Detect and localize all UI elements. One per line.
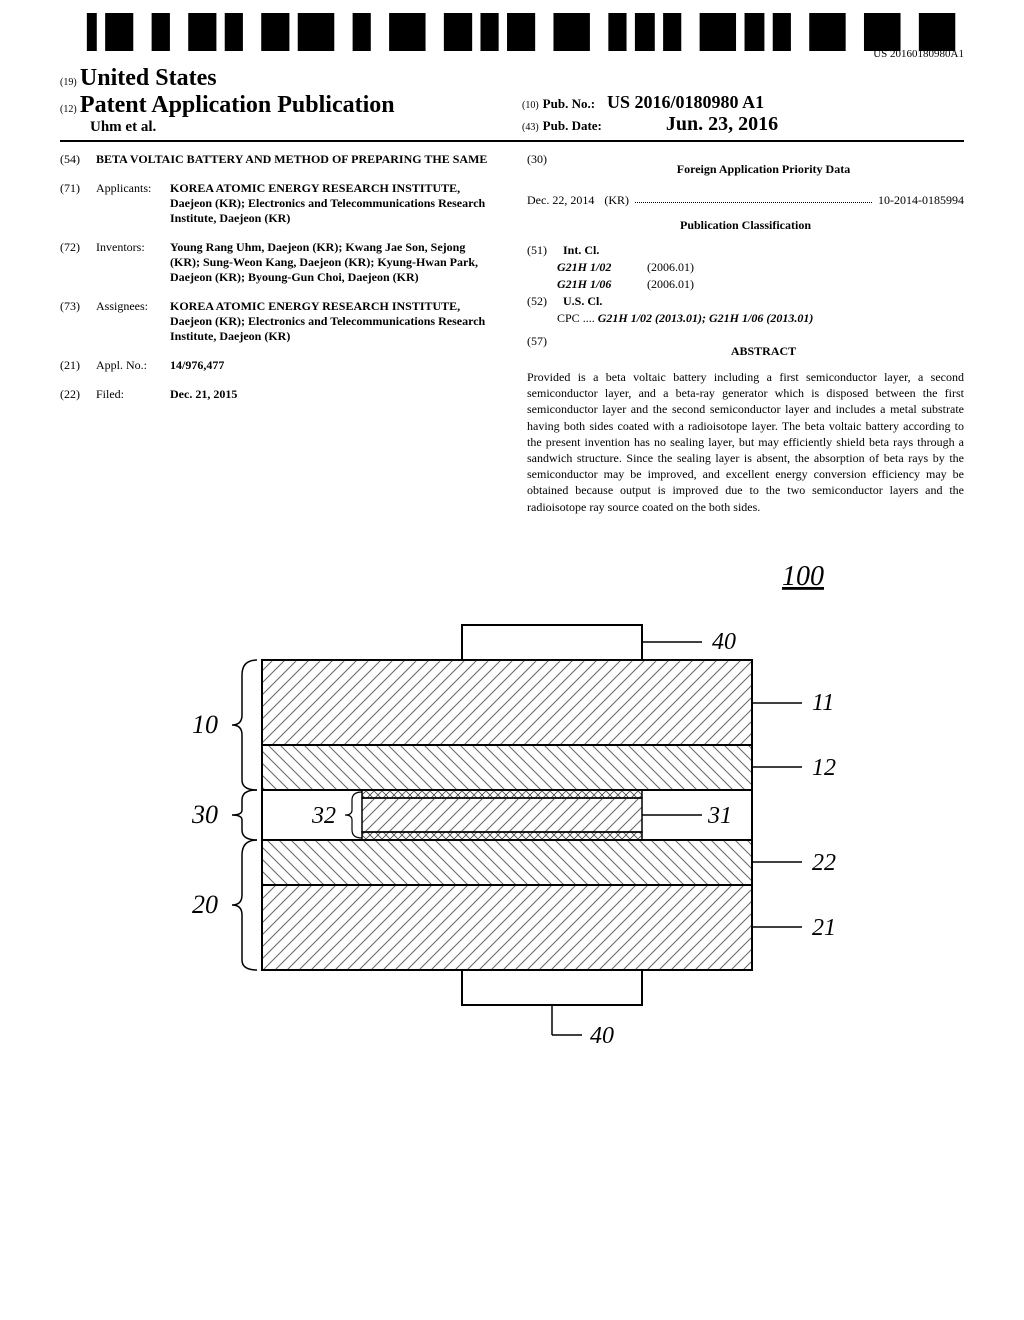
invention-title: BETA VOLTAIC BATTERY AND METHOD OF PREPA…: [96, 152, 497, 167]
priority-num: 10-2014-0185994: [878, 193, 964, 208]
pub-date-label: Pub. Date:: [543, 118, 602, 133]
ref-20: 20: [192, 890, 218, 919]
author-line: Uhm et al.: [60, 119, 502, 136]
appl-code: (21): [60, 358, 96, 373]
int-class-2: G21H 1/06: [527, 277, 647, 292]
filed-code: (22): [60, 387, 96, 402]
cpc-dots: ....: [583, 311, 598, 325]
appl-label: Appl. No.:: [96, 358, 170, 373]
pub-date: Jun. 23, 2016: [666, 113, 778, 135]
priority-row: Dec. 22, 2014 (KR) 10-2014-0185994: [527, 193, 964, 208]
pub-num-label: Pub. No.:: [543, 96, 595, 111]
int-class-1: G21H 1/02: [527, 260, 647, 275]
applicants-label: Applicants:: [96, 181, 170, 226]
header-row: (19) United States (12) Patent Applicati…: [60, 65, 964, 142]
header-right: (10) Pub. No.: US 2016/0180980 A1 (43) P…: [502, 92, 964, 136]
priority-date: Dec. 22, 2014: [527, 193, 594, 208]
inventors-code: (72): [60, 240, 96, 285]
applicants-text: KOREA ATOMIC ENERGY RESEARCH INSTITUTE, …: [170, 181, 497, 226]
header-left: (19) United States (12) Patent Applicati…: [60, 65, 502, 136]
ref-10: 10: [192, 710, 218, 739]
cpc-label: CPC: [557, 311, 580, 325]
ref-22: 22: [812, 850, 836, 876]
ref-21: 21: [812, 915, 836, 941]
foreign-code: (30): [527, 152, 563, 187]
figure-svg: 100 40 11 12 10 31 32: [162, 555, 862, 1075]
cpc-text: G21H 1/02 (2013.01); G21H 1/06 (2013.01): [598, 311, 814, 325]
pub-num-code: (10): [522, 100, 539, 111]
abstract-text: Provided is a beta voltaic battery inclu…: [527, 369, 964, 515]
left-column: (54) BETA VOLTAIC BATTERY AND METHOD OF …: [60, 152, 497, 515]
ref-32: 32: [311, 803, 336, 829]
inventors-label: Inventors:: [96, 240, 170, 285]
abstract-code: (57): [527, 334, 563, 369]
assignees-text: KOREA ATOMIC ENERGY RESEARCH INSTITUTE, …: [170, 299, 497, 344]
int-label: Int. Cl.: [563, 243, 964, 258]
applicants-code: (71): [60, 181, 96, 226]
right-column: (30) Foreign Application Priority Data D…: [527, 152, 964, 515]
country-name: United States: [80, 65, 217, 91]
dotted-leader: [635, 193, 872, 203]
pub-type: Patent Application Publication: [80, 92, 395, 118]
pub-code: (12): [60, 104, 77, 115]
us-code: (52): [527, 294, 563, 309]
ref-11: 11: [812, 690, 834, 716]
pub-num: US 2016/0180980 A1: [607, 92, 764, 112]
appl-num: 14/976,477: [170, 358, 497, 373]
barcode-section: ▌█▌▐▌▐█▐▌▐█▐█▌▐▌▐█▌▐█▐▌█▌▐█▌▐▌█▐▌▐█▌█▐▌▐…: [60, 20, 964, 60]
ref-12: 12: [812, 755, 836, 781]
ref-31: 31: [707, 803, 732, 829]
biblio-columns: (54) BETA VOLTAIC BATTERY AND METHOD OF …: [60, 152, 964, 515]
filed-date: Dec. 21, 2015: [170, 387, 497, 402]
foreign-header: Foreign Application Priority Data: [563, 162, 964, 177]
inventors-text: Young Rang Uhm, Daejeon (KR); Kwang Jae …: [170, 240, 497, 285]
pub-date-code: (43): [522, 122, 539, 133]
patent-figure: 100 40 11 12 10 31 32: [162, 555, 862, 1075]
title-code: (54): [60, 152, 96, 167]
ref-100: 100: [782, 561, 824, 592]
us-label: U.S. Cl.: [563, 294, 964, 309]
priority-country: (KR): [604, 193, 629, 208]
filed-label: Filed:: [96, 387, 170, 402]
ref-40-top: 40: [712, 629, 736, 655]
int-class-2-date: (2006.01): [647, 277, 694, 292]
ref-30: 30: [191, 800, 218, 829]
assignees-label: Assignees:: [96, 299, 170, 344]
assignees-code: (73): [60, 299, 96, 344]
barcode-graphic: ▌█▌▐▌▐█▐▌▐█▐█▌▐▌▐█▌▐█▐▌█▌▐█▌▐▌█▐▌▐█▌█▐▌▐…: [87, 20, 964, 46]
country-code: (19): [60, 77, 77, 88]
int-class-1-date: (2006.01): [647, 260, 694, 275]
int-code: (51): [527, 243, 563, 258]
ref-40-bot: 40: [590, 1023, 614, 1049]
classification-header: Publication Classification: [527, 218, 964, 233]
abstract-label: ABSTRACT: [563, 344, 964, 359]
